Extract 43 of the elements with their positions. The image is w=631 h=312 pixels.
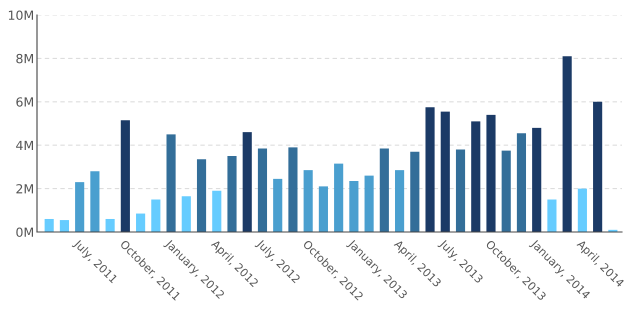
bar	[516, 133, 526, 232]
y-tick-label: 4M	[16, 140, 33, 150]
bar	[75, 182, 84, 232]
y-tick-label: 8M	[16, 54, 33, 64]
bar	[120, 120, 130, 232]
bar	[258, 148, 268, 232]
bar	[502, 150, 511, 232]
bar	[364, 176, 374, 232]
bar	[425, 107, 435, 232]
y-tick-label: 0M	[16, 227, 33, 237]
bar	[547, 199, 556, 232]
bar	[106, 218, 115, 232]
y-tick-label: 6M	[16, 97, 33, 107]
bar	[532, 128, 542, 232]
bar	[304, 170, 313, 232]
bar	[44, 218, 54, 232]
bar	[410, 152, 420, 232]
bar	[151, 199, 160, 232]
y-tick-label: 2M	[16, 184, 33, 194]
bar	[593, 102, 602, 232]
bar	[471, 121, 480, 232]
bar	[334, 164, 344, 232]
bar	[395, 170, 404, 232]
bar	[227, 156, 237, 232]
bar	[288, 147, 298, 232]
bar	[486, 114, 496, 232]
bar	[273, 178, 282, 232]
bar	[60, 220, 69, 232]
bar	[440, 112, 450, 232]
bar	[380, 148, 389, 232]
bar	[456, 150, 466, 232]
bar	[196, 159, 206, 232]
bar	[349, 181, 358, 232]
bar	[578, 188, 587, 232]
bar	[562, 56, 572, 232]
bar	[166, 134, 176, 232]
bar	[318, 186, 328, 232]
bar	[182, 196, 191, 232]
bar	[136, 214, 146, 232]
bar	[242, 132, 252, 232]
y-tick-label: 10M	[8, 10, 33, 20]
bar	[90, 171, 100, 232]
bar	[212, 190, 222, 232]
